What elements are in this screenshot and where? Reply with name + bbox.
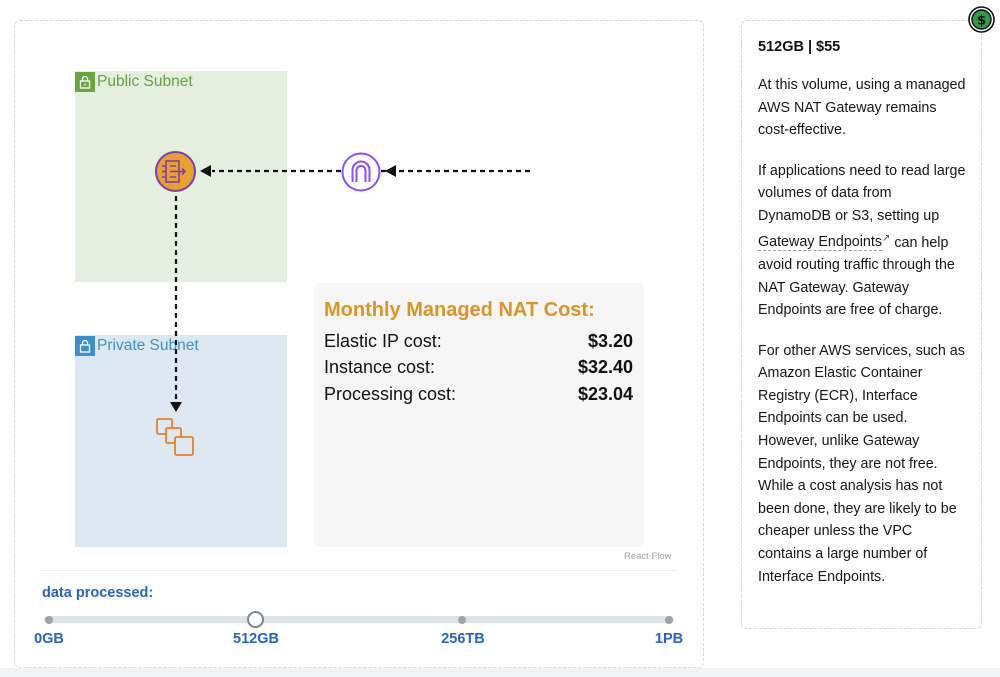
divider: [40, 570, 678, 571]
slider-step-dot[interactable]: [665, 616, 673, 624]
tick-label-256tb[interactable]: 256TB: [441, 631, 485, 647]
paragraph-gateway-endpoints: If applications need to read large volum…: [758, 160, 967, 322]
data-processed-label: data processed:: [42, 585, 154, 601]
public-subnet: Public Subnet: [75, 71, 287, 282]
lock-icon: [75, 72, 95, 92]
cost-title: Monthly Managed NAT Cost:: [324, 299, 595, 321]
explanation-panel: 512GB | $55 At this volume, using a mana…: [741, 20, 982, 629]
cost-row-processing: Processing cost: $23.04: [324, 381, 633, 408]
tick-label-512gb[interactable]: 512GB: [233, 631, 279, 647]
nat-gateway-icon[interactable]: [154, 150, 197, 198]
cost-value: $23.04: [577, 383, 633, 404]
public-subnet-label: Public Subnet: [97, 73, 193, 90]
cost-row-elastic-ip: Elastic IP cost: $3.20: [324, 328, 633, 355]
svg-text:$: $: [977, 14, 986, 29]
private-subnet-label: Private Subnet: [97, 337, 199, 354]
cost-label: Instance cost:: [324, 357, 436, 378]
summary-title: 512GB | $55: [758, 39, 841, 55]
cost-row-instance: Instance cost: $32.40: [324, 355, 633, 382]
react-flow-attribution[interactable]: React Flow: [624, 551, 672, 562]
lock-icon: [75, 336, 95, 356]
public-subnet-header: Public Subnet: [75, 72, 193, 92]
paragraph-interface-endpoints: For other AWS services, such as Amazon E…: [758, 342, 965, 585]
tick-label-0gb[interactable]: 0GB: [34, 631, 64, 647]
cost-value: $3.20: [587, 330, 633, 351]
slider-step-dot[interactable]: [45, 616, 53, 624]
internet-gateway-icon[interactable]: [340, 151, 382, 198]
cost-value: $32.40: [577, 357, 633, 378]
dollar-icon[interactable]: $: [968, 6, 995, 33]
slider-step-dot[interactable]: [458, 616, 466, 624]
cost-card: Monthly Managed NAT Cost: Elastic IP cos…: [314, 283, 644, 547]
instances-icon[interactable]: [154, 416, 198, 463]
paragraph-cost-effective: At this volume, using a managed AWS NAT …: [758, 77, 966, 139]
paragraph-text: If applications need to read large volum…: [758, 162, 966, 224]
slider-track[interactable]: [44, 616, 674, 623]
bottom-bar: [0, 668, 1000, 677]
gateway-endpoints-link[interactable]: Gateway Endpoints: [758, 234, 882, 252]
paragraph-text: can help avoid routing traffic through t…: [758, 234, 955, 319]
tick-label-1pb[interactable]: 1PB: [654, 631, 684, 647]
cost-label: Processing cost:: [324, 383, 457, 404]
external-link-icon: ↗: [881, 232, 891, 244]
private-subnet-header: Private Subnet: [75, 336, 199, 356]
diagram-panel: [14, 20, 704, 668]
slider-thumb[interactable]: [247, 611, 264, 628]
cost-label: Elastic IP cost:: [324, 330, 442, 351]
